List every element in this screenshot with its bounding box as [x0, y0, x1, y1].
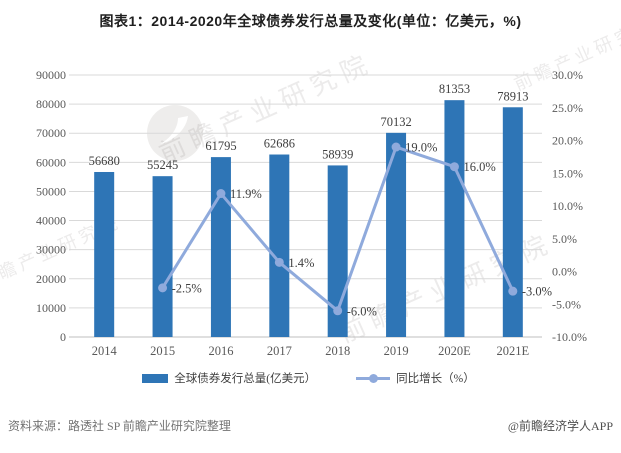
combo-chart: 90000 80000 70000 60000 50000 40000 30000 20000… — [36, 68, 587, 358]
legend-item-line: 同比增长（%） — [356, 370, 475, 386]
bar-value-label-2019: 70132 — [380, 115, 411, 129]
bar-value-label-2016: 61795 — [205, 139, 236, 153]
y-axis-right-tick-label: 30.0% — [552, 68, 583, 82]
x-axis-label-2018: 2018 — [325, 344, 350, 358]
legend-line-dot-icon — [369, 373, 379, 383]
chart-legend: 全球债券发行总量(亿美元） 同比增长（%） — [75, 370, 542, 386]
line-marker-2020E — [449, 162, 459, 172]
line-marker-2021E — [508, 286, 518, 296]
x-axis-label-2014: 2014 — [92, 344, 118, 358]
bar-value-label-2014: 56680 — [89, 154, 120, 168]
legend-bar-label: 全球债券发行总量(亿美元） — [174, 373, 317, 385]
y-axis-left-tick-label: 0 — [60, 330, 66, 344]
y-axis-left-tick-label: 60000 — [36, 155, 66, 169]
bar-2020E — [444, 100, 465, 337]
y-axis-left-tick-label: 80000 — [36, 97, 66, 111]
line-value-label-2020E: 16.0% — [463, 160, 495, 174]
line-marker-2015 — [158, 283, 168, 293]
y-axis-right-tick-label: 10.0% — [552, 199, 583, 213]
bar-value-label-2021E: 78913 — [497, 89, 528, 103]
y-axis-right-tick-label: 25.0% — [552, 101, 583, 115]
bar-value-label-2017: 62686 — [264, 137, 295, 151]
line-value-label-2015: -2.5% — [172, 281, 202, 295]
x-axis-label-2020E: 2020E — [438, 344, 471, 358]
x-axis-label-2017: 2017 — [267, 344, 292, 358]
chart-title: 图表1：2014-2020年全球债券发行总量及变化(单位：亿美元，%) — [99, 13, 522, 29]
line-value-label-2021E: -3.0% — [522, 285, 552, 299]
bar-value-label-2020E: 81353 — [439, 82, 470, 96]
y-axis-right-tick-label: 0.0% — [552, 265, 577, 279]
legend-item-bars: 全球债券发行总量(亿美元） — [142, 370, 316, 386]
x-axis-label-2019: 2019 — [384, 344, 409, 358]
x-axis-label-2016: 2016 — [208, 344, 233, 358]
legend-bar-swatch-icon — [142, 373, 169, 383]
x-axis-label-2021E: 2021E — [496, 344, 529, 358]
y-axis-right-tick-label: -5.0% — [552, 297, 581, 311]
bar-2014 — [94, 171, 115, 337]
y-axis-left-tick-label: 90000 — [36, 68, 66, 82]
line-value-label-2016: 11.9% — [230, 187, 262, 201]
y-axis-right-tick-label: 5.0% — [552, 232, 577, 246]
legend-line-label: 同比增长（%） — [396, 373, 475, 385]
y-axis-left-tick-label: 30000 — [36, 243, 66, 257]
line-marker-2019 — [391, 142, 401, 152]
source-note: 资料来源：路透社 SP 前瞻产业研究院整理 — [8, 419, 231, 433]
line-value-label-2017: 1.4% — [288, 256, 314, 270]
y-axis-left-tick-label: 50000 — [36, 184, 66, 198]
y-axis-left-tick-label: 20000 — [36, 272, 66, 286]
bar-value-label-2015: 55245 — [147, 158, 178, 172]
bar-2021E — [502, 107, 523, 338]
legend-line-swatch-icon — [356, 373, 391, 383]
y-axis-right-tick-label: -10.0% — [552, 330, 587, 344]
brand-note: @前瞻经济学人APP — [507, 419, 613, 433]
bar-value-label-2018: 58939 — [322, 147, 353, 161]
bar-2019 — [386, 132, 407, 337]
y-axis-right-tick-label: 20.0% — [552, 134, 583, 148]
x-axis-label-2015: 2015 — [150, 344, 175, 358]
y-axis-right-tick-label: 15.0% — [552, 166, 583, 180]
y-axis-left-tick-label: 70000 — [36, 126, 66, 140]
line-marker-2017 — [274, 257, 284, 267]
bar-2015 — [152, 176, 173, 337]
y-axis-left-tick-label: 10000 — [36, 301, 66, 315]
line-value-label-2018: -6.0% — [347, 304, 377, 318]
bar-2016 — [210, 157, 231, 337]
bar-2017 — [269, 154, 290, 337]
y-axis-left-tick-label: 40000 — [36, 214, 66, 228]
line-marker-2018 — [333, 306, 343, 316]
line-marker-2016 — [216, 189, 226, 199]
line-value-label-2019: 19.0% — [405, 141, 437, 155]
